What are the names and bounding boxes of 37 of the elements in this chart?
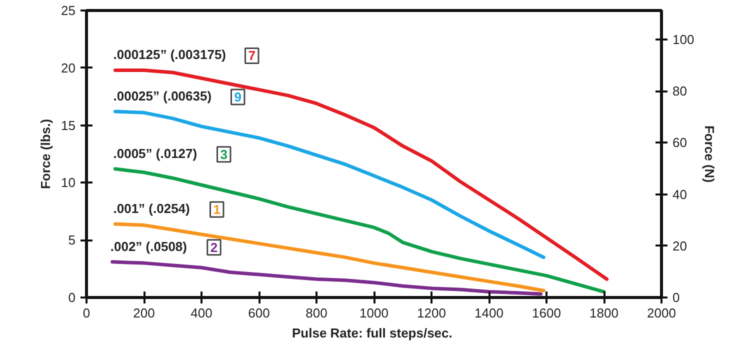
x-tick-label: 200 [133, 306, 155, 320]
y2-axis-title: Force (N) [702, 125, 718, 183]
y-axis-title: Force (lbs.) [38, 118, 54, 190]
line-series [110, 260, 542, 296]
series-label: .0005” (.0127) [113, 146, 198, 161]
x-tick-label: 1800 [590, 306, 618, 320]
annotation: 2 [210, 240, 218, 255]
y2-tick-label: 60 [672, 135, 687, 150]
x-tick-label: 0 [82, 306, 90, 320]
annotation: 1 [213, 202, 220, 218]
y-tick-label: 5 [68, 232, 76, 248]
x-tick-label: 600 [248, 306, 270, 320]
x-tick-label: 400 [190, 306, 212, 320]
x-axis-title: Pulse Rate: full steps/sec. [292, 326, 452, 340]
y-tick-label: 0 [68, 290, 76, 305]
y-tick-label: 25 [61, 3, 76, 18]
x-tick-label: 1000 [360, 306, 388, 320]
y2-tick-label: 20 [672, 238, 687, 254]
y2-tick-label: 40 [672, 186, 687, 202]
x-tick-label: 800 [306, 306, 328, 320]
y-tick-label: 15 [61, 118, 76, 133]
y2-tick-label: 0 [672, 290, 680, 305]
y2-tick-label: 100 [672, 32, 694, 47]
y-tick-label: 10 [61, 175, 76, 190]
x-tick-label: 1600 [532, 306, 561, 320]
series-label: .000125” (.003175) [113, 47, 226, 62]
series-label: .002” (.0508) [110, 238, 187, 254]
series-label: .00025” (.00635) [113, 88, 212, 104]
series-label: .001” (.0254) [113, 201, 190, 216]
annotation: 9 [234, 90, 242, 105]
y2-tick-label: 80 [672, 84, 687, 99]
x-tick-label: 1400 [474, 306, 504, 320]
x-tick-label: 1200 [417, 306, 446, 320]
annotation: 3 [220, 146, 228, 162]
x-tick-label: 2000 [647, 306, 676, 320]
annotation: 7 [248, 48, 256, 64]
y-tick-label: 20 [61, 60, 76, 76]
